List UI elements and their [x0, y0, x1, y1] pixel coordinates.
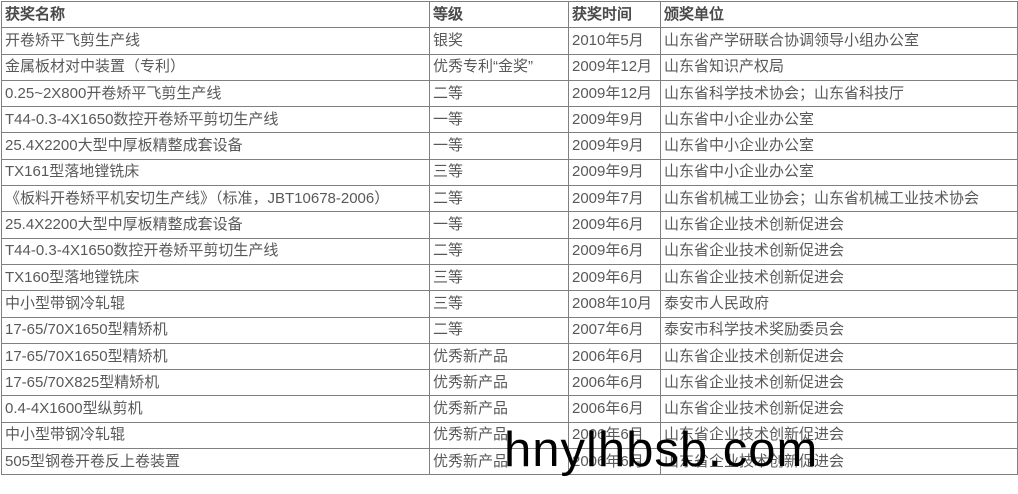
column-header-awarding-unit: 颁奖单位 [660, 0, 1018, 29]
grade-cell: 银奖 [429, 27, 569, 55]
grade-cell: 三等 [429, 290, 569, 318]
award-name-cell: 0.25~2X800开卷矫平飞剪生产线 [1, 79, 430, 108]
grade-cell: 二等 [429, 316, 569, 344]
award-name-cell: 中小型带钢冷轧辊 [1, 290, 430, 318]
award-name-cell: 17-65/70X1650型精矫机 [1, 316, 430, 344]
award-name-cell: 25.4X2200大型中厚板精整成套设备 [1, 211, 430, 239]
awards-table: 获奖名称 等级 获奖时间 颁奖单位 开卷矫平飞剪生产线 银奖 2010年5月 山东省产… [1, 0, 1018, 476]
grade-cell: 三等 [429, 263, 569, 292]
grade-cell: 优秀新产品 [429, 421, 569, 450]
table-row: 25.4X2200大型中厚板精整成套设备 一等 2009年6月 山东省企业技术创新促进… [1, 211, 1018, 239]
award-date-cell: 2006年6月 [568, 369, 661, 397]
table-row: T44-0.3-4X1650数控开卷矫平剪切生产线 一等 2009年9月 山东省中小企… [1, 106, 1018, 134]
award-date-cell: 2009年12月 [568, 79, 661, 108]
award-date-cell: 2009年7月 [568, 185, 661, 213]
awarding-unit-cell: 山东省企业技术创新促进会 [660, 448, 1018, 476]
award-date-cell: 2009年12月 [568, 53, 661, 81]
grade-cell: 一等 [429, 106, 569, 134]
grade-cell: 优秀新产品 [429, 369, 569, 397]
grade-cell: 二等 [429, 79, 569, 108]
column-header-award-name: 获奖名称 [1, 0, 430, 29]
award-name-cell: 《板料开卷矫平机安切生产线》（标准，JBT10678-2006） [1, 185, 430, 213]
award-date-cell: 2010年5月 [568, 27, 661, 55]
awarding-unit-cell: 山东省企业技术创新促进会 [660, 342, 1018, 371]
table-row: 金属板材对中装置（专利） 优秀专利“金奖” 2009年12月 山东省知识产权局 [1, 53, 1018, 81]
award-name-cell: 金属板材对中装置（专利） [1, 53, 430, 81]
award-date-cell: 2007年6月 [568, 316, 661, 344]
award-name-cell: TX161型落地镗铣床 [1, 158, 430, 187]
awarding-unit-cell: 山东省中小企业办公室 [660, 158, 1018, 187]
grade-cell: 三等 [429, 158, 569, 187]
award-date-cell: 2008年10月 [568, 290, 661, 318]
award-name-cell: 17-65/70X825型精矫机 [1, 369, 430, 397]
grade-cell: 二等 [429, 237, 569, 265]
awarding-unit-cell: 山东省知识产权局 [660, 53, 1018, 81]
grade-cell: 优秀新产品 [429, 342, 569, 371]
award-date-cell: 2006年6月 [568, 421, 661, 450]
grade-cell: 优秀新产品 [429, 395, 569, 423]
awarding-unit-cell: 山东省企业技术创新促进会 [660, 421, 1018, 450]
table-row: 开卷矫平飞剪生产线 银奖 2010年5月 山东省产学研联合协调领导小组办公室 [1, 27, 1018, 55]
awarding-unit-cell: 山东省中小企业办公室 [660, 106, 1018, 134]
column-header-grade: 等级 [429, 0, 569, 29]
table-row: TX160型落地镗铣床 三等 2009年6月 山东省企业技术创新促进会 [1, 263, 1018, 292]
awards-table-body: 开卷矫平飞剪生产线 银奖 2010年5月 山东省产学研联合协调领导小组办公室 金属板材对… [1, 27, 1018, 476]
award-name-cell: T44-0.3-4X1650数控开卷矫平剪切生产线 [1, 106, 430, 134]
awarding-unit-cell: 泰安市科学技术奖励委员会 [660, 316, 1018, 344]
grade-cell: 一等 [429, 211, 569, 239]
table-row: 中小型带钢冷轧辊 三等 2008年10月 泰安市人民政府 [1, 290, 1018, 318]
award-date-cell: 2006年6月 [568, 395, 661, 423]
grade-cell: 二等 [429, 185, 569, 213]
award-name-cell: 25.4X2200大型中厚板精整成套设备 [1, 132, 430, 160]
table-row: 17-65/70X1650型精矫机 二等 2007年6月 泰安市科学技术奖励委员会 [1, 316, 1018, 344]
award-name-cell: TX160型落地镗铣床 [1, 263, 430, 292]
awarding-unit-cell: 山东省企业技术创新促进会 [660, 263, 1018, 292]
awarding-unit-cell: 山东省中小企业办公室 [660, 132, 1018, 160]
table-row: 0.25~2X800开卷矫平飞剪生产线 二等 2009年12月 山东省科学技术协会；山… [1, 79, 1018, 108]
table-row: 25.4X2200大型中厚板精整成套设备 一等 2009年9月 山东省中小企业办公室 [1, 132, 1018, 160]
table-row: 505型钢卷开卷反上卷装置 优秀新产品 2006年6月 山东省企业技术创新促进会 [1, 448, 1018, 476]
awarding-unit-cell: 山东省机械工业协会；山东省机械工业技术协会 [660, 185, 1018, 213]
award-date-cell: 2009年9月 [568, 132, 661, 160]
awarding-unit-cell: 山东省企业技术创新促进会 [660, 369, 1018, 397]
award-name-cell: 505型钢卷开卷反上卷装置 [1, 448, 430, 476]
award-date-cell: 2009年6月 [568, 263, 661, 292]
award-date-cell: 2006年6月 [568, 342, 661, 371]
grade-cell: 优秀专利“金奖” [429, 53, 569, 81]
table-row: 17-65/70X825型精矫机 优秀新产品 2006年6月 山东省企业技术创新促进会 [1, 369, 1018, 397]
awarding-unit-cell: 泰安市人民政府 [660, 290, 1018, 318]
table-row: TX161型落地镗铣床 三等 2009年9月 山东省中小企业办公室 [1, 158, 1018, 187]
awarding-unit-cell: 山东省企业技术创新促进会 [660, 237, 1018, 265]
table-row: 0.4-4X1600型纵剪机 优秀新产品 2006年6月 山东省企业技术创新促进会 [1, 395, 1018, 423]
award-date-cell: 2006年6月 [568, 448, 661, 476]
table-row: 17-65/70X1650型精矫机 优秀新产品 2006年6月 山东省企业技术创新促进… [1, 342, 1018, 371]
table-row: 《板料开卷矫平机安切生产线》（标准，JBT10678-2006） 二等 2009年7… [1, 185, 1018, 213]
award-date-cell: 2009年9月 [568, 106, 661, 134]
column-header-award-date: 获奖时间 [568, 0, 661, 29]
table-header-row: 获奖名称 等级 获奖时间 颁奖单位 [1, 0, 1018, 29]
award-name-cell: 17-65/70X1650型精矫机 [1, 342, 430, 371]
award-date-cell: 2009年9月 [568, 158, 661, 187]
award-date-cell: 2009年6月 [568, 237, 661, 265]
table-row: 中小型带钢冷轧辊 优秀新产品 2006年6月 山东省企业技术创新促进会 [1, 421, 1018, 450]
award-name-cell: 开卷矫平飞剪生产线 [1, 27, 430, 55]
awarding-unit-cell: 山东省产学研联合协调领导小组办公室 [660, 27, 1018, 55]
awarding-unit-cell: 山东省科学技术协会；山东省科技厅 [660, 79, 1018, 108]
awarding-unit-cell: 山东省企业技术创新促进会 [660, 395, 1018, 423]
award-name-cell: 0.4-4X1600型纵剪机 [1, 395, 430, 423]
award-name-cell: T44-0.3-4X1650数控开卷矫平剪切生产线 [1, 237, 430, 265]
award-name-cell: 中小型带钢冷轧辊 [1, 421, 430, 450]
grade-cell: 一等 [429, 132, 569, 160]
grade-cell: 优秀新产品 [429, 448, 569, 476]
table-row: T44-0.3-4X1650数控开卷矫平剪切生产线 二等 2009年6月 山东省企业技… [1, 237, 1018, 265]
awarding-unit-cell: 山东省企业技术创新促进会 [660, 211, 1018, 239]
award-date-cell: 2009年6月 [568, 211, 661, 239]
